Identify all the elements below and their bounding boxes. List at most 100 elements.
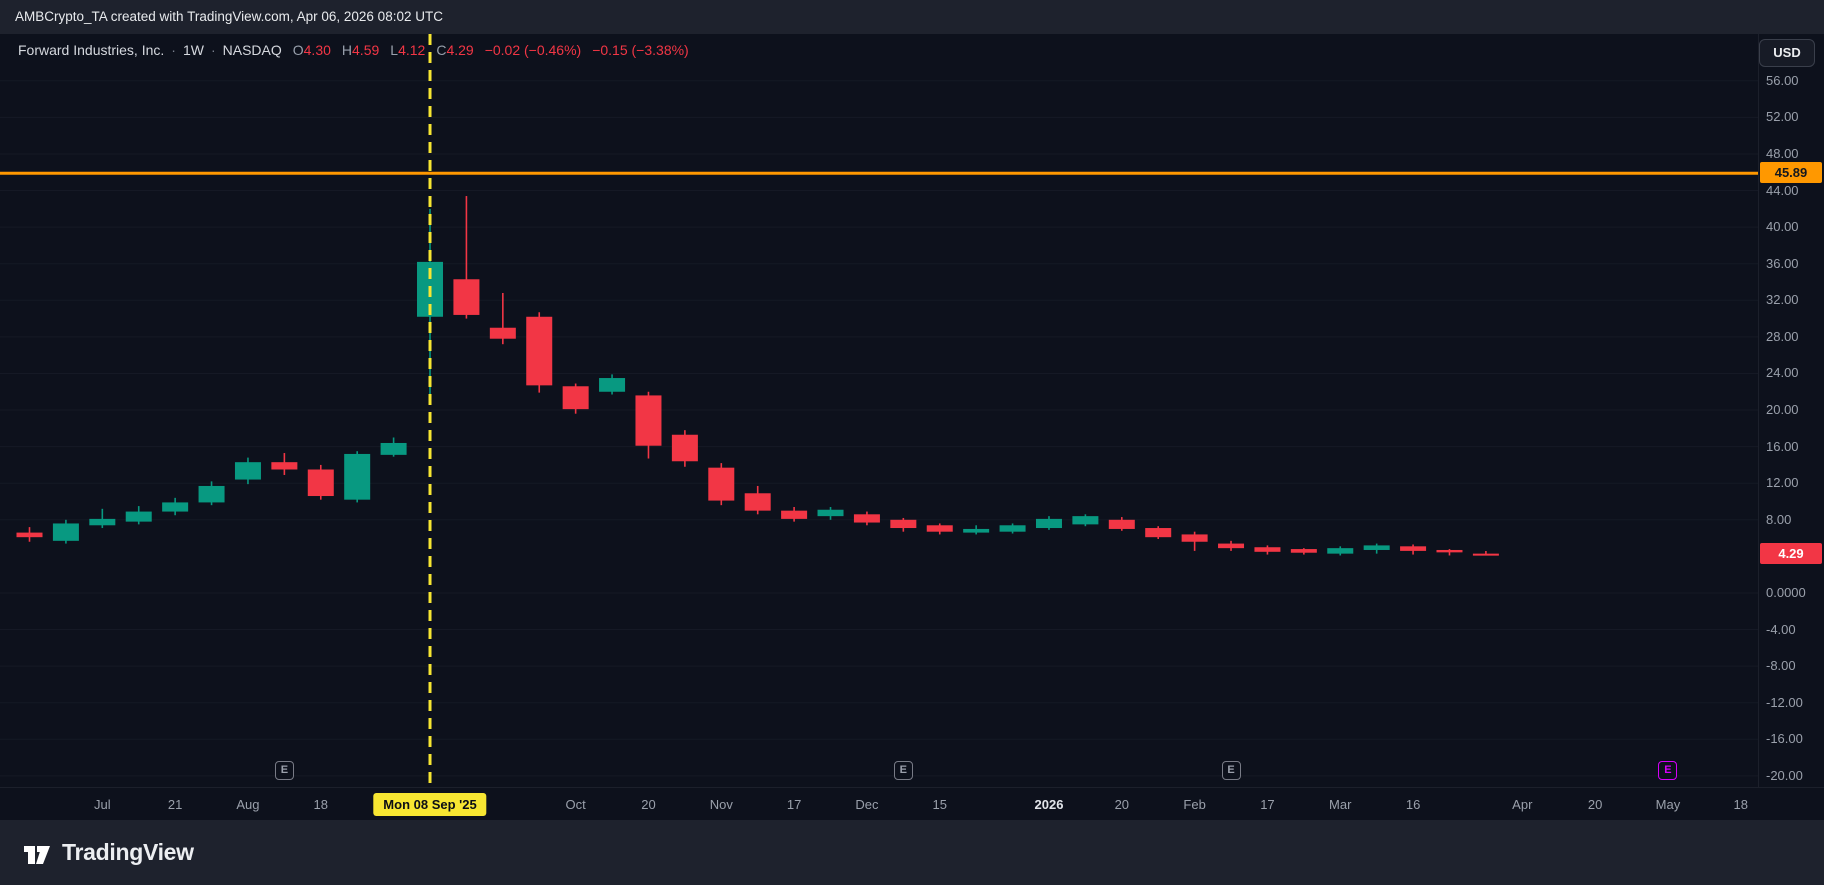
price-tick-label: 8.00 [1766,511,1792,527]
price-tick-label: 0.0000 [1766,584,1806,600]
candle [198,481,225,506]
candle [1108,517,1135,531]
legend-separator: · [210,42,216,58]
candle [16,527,43,542]
candle [1290,548,1317,555]
last-price-label: 4.29 [1760,542,1822,564]
candle [1035,516,1062,530]
earnings-marker-icon[interactable]: E [893,761,913,780]
bar-change: −0.02 (−0.46%) [484,42,582,58]
candle [817,506,844,520]
time-tick-label: 21 [167,797,183,812]
ohlc-high: H4.59 [341,42,380,58]
time-tick-label: Dec [855,797,879,812]
candle [635,391,662,459]
time-tick-label: Apr [1512,797,1533,812]
price-tick-label: 32.00 [1766,292,1799,308]
price-scale[interactable]: 45.89 4.29 56.00 52.00 48.00 44.00 40.00 36.0… [1758,34,1824,787]
time-tick-label: Mar [1329,797,1352,812]
candle [1327,546,1354,556]
price-tick-label: -8.00 [1766,658,1796,674]
candle [781,506,808,522]
candle [562,383,589,414]
candle [526,312,553,393]
chart-region: Forward Industries, Inc. · 1W · NASDAQ O4.30 H… [0,34,1824,820]
time-axis[interactable]: Mon 08 Sep '25 Jul 21 Aug 18 Oct 20 Nov 17 Dec 15… [0,787,1824,820]
earnings-marker-icon[interactable]: E [1221,761,1241,780]
price-tick-label: -20.00 [1766,767,1803,783]
candle [671,430,698,467]
exchange-label[interactable]: NASDAQ [222,42,282,58]
candle [1472,550,1499,556]
candle [489,292,516,345]
currency-button[interactable]: USD [1759,39,1815,67]
candle [890,517,917,532]
candle [1181,531,1208,551]
candle [963,525,990,535]
price-tick-label: 12.00 [1766,475,1799,491]
price-tick-label: 20.00 [1766,402,1799,418]
candle [599,374,626,395]
candle [307,464,334,500]
candle [52,519,79,544]
weekly-change: −0.15 (−3.38%) [592,42,689,58]
event-time-label: Mon 08 Sep '25 [373,793,487,816]
legend-separator: · [171,42,176,58]
earnings-marker-icon[interactable]: E [1658,761,1678,780]
price-tick-label: -16.00 [1766,731,1803,747]
price-tick-label: 16.00 [1766,438,1799,454]
candle [162,497,189,516]
price-tick-label: 44.00 [1766,182,1799,198]
price-tick-label: 28.00 [1766,328,1799,344]
price-tick-label: 52.00 [1766,109,1799,125]
tradingview-wordmark[interactable]: TradingView [62,839,194,865]
symbol-title[interactable]: Forward Industries, Inc. [18,42,165,58]
candlestick-chart [0,34,1758,787]
time-tick-label: 2026 [1034,797,1064,812]
price-tick-label: 36.00 [1766,255,1799,271]
price-tick-label: 56.00 [1766,72,1799,88]
attribution-text: AMBCrypto_TA created with TradingView.co… [15,9,443,24]
candle [271,453,298,475]
tradingview-logo-icon[interactable] [22,838,52,868]
time-tick-label: Feb [1183,797,1206,812]
candle [1072,514,1099,527]
price-tick-label: -12.00 [1766,694,1803,710]
candle [344,451,371,503]
candle [89,508,116,529]
time-tick-label: 17 [1260,797,1275,812]
level-price-label: 45.89 [1760,162,1822,184]
symbol-legend: Forward Industries, Inc. · 1W · NASDAQ O4.30 H… [18,42,689,58]
candle [1363,543,1390,554]
candle [234,457,261,485]
candle [1254,545,1281,555]
price-tick-label: -4.00 [1766,621,1796,637]
candle [708,463,735,506]
price-tick-label: 24.00 [1766,365,1799,381]
candle [1436,549,1463,556]
earnings-marker-icon[interactable]: E [274,761,294,780]
candle [999,523,1026,534]
ohlc-close: C4.29 [436,42,474,58]
time-tick-label: 17 [786,797,802,812]
time-tick-label: 20 [641,797,656,812]
time-tick-label: 15 [932,797,947,812]
time-tick-label: Oct [565,797,586,812]
candle [1218,540,1245,551]
time-tick-label: 20 [1114,797,1130,812]
interval-label[interactable]: 1W [182,42,204,58]
candle [1400,544,1427,555]
candle [853,511,880,526]
price-tick-label: 48.00 [1766,145,1799,161]
price-tick-label: 40.00 [1766,219,1799,235]
candle [926,523,953,535]
candle [453,196,480,319]
ohlc-open: O4.30 [292,42,331,58]
attribution-bar: AMBCrypto_TA created with TradingView.co… [0,0,1824,34]
candle [380,437,407,457]
time-tick-label: 16 [1405,797,1421,812]
time-tick-label: Jul [94,797,111,812]
ohlc-low: L4.12 [390,42,426,58]
